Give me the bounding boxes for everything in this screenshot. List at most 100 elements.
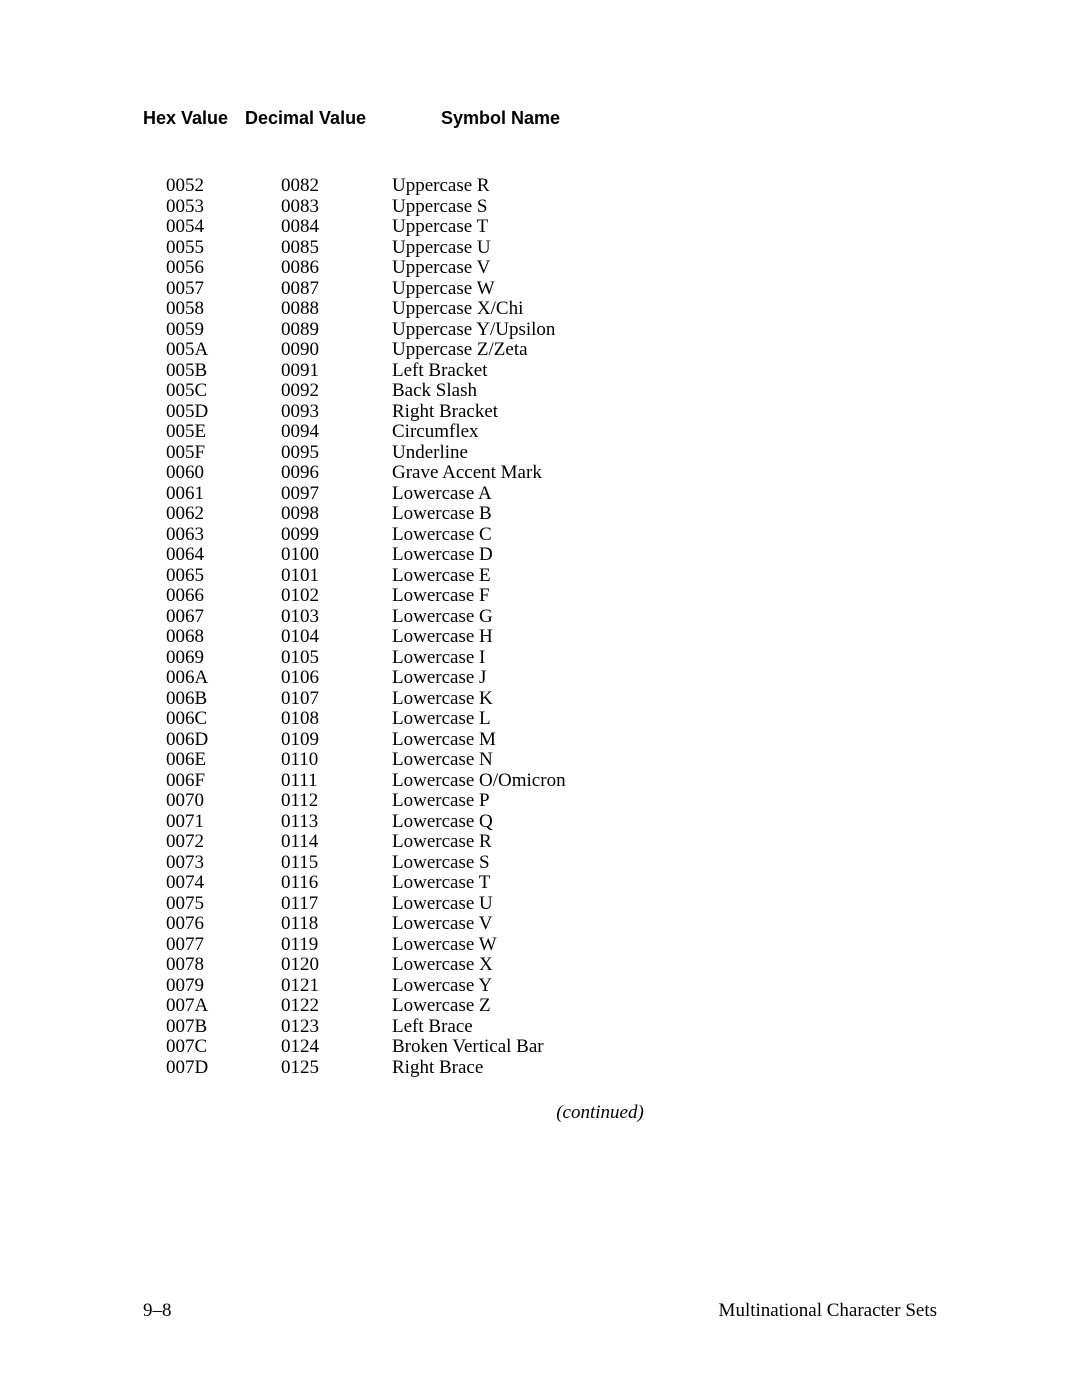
- cell-hex-value: 0067: [166, 607, 204, 628]
- cell-symbol-name: Lowercase C: [392, 525, 492, 546]
- cell-hex-value: 0054: [166, 217, 204, 238]
- table-row: 00690105Lowercase I: [143, 648, 937, 669]
- cell-symbol-name: Uppercase Y/Upsilon: [392, 320, 555, 341]
- table-row: 005B0091Left Bracket: [143, 361, 937, 382]
- cell-symbol-name: Lowercase B: [392, 504, 492, 525]
- table-row: 006C0108Lowercase L: [143, 709, 937, 730]
- cell-symbol-name: Lowercase T: [392, 873, 490, 894]
- table-row: 00560086Uppercase V: [143, 258, 937, 279]
- page-content: Hex Value Decimal Value Symbol Name 0052…: [143, 108, 937, 1124]
- table-row: 0064 0100 Lowercase D: [143, 545, 937, 566]
- cell-hex-value: 005A: [166, 340, 208, 361]
- character-table: 00520082Uppercase R00530083Uppercase S00…: [143, 176, 937, 1078]
- cell-decimal-value: 0094: [281, 422, 319, 443]
- table-row: 00610097Lowercase A: [143, 484, 937, 505]
- cell-hex-value: 0068: [166, 627, 204, 648]
- table-row: 007C0124Broken Vertical Bar: [143, 1037, 937, 1058]
- cell-symbol-name: Lowercase P: [392, 791, 490, 812]
- table-row: 00660102Lowercase F: [143, 586, 937, 607]
- cell-hex-value: 0075: [166, 894, 204, 915]
- cell-decimal-value: 0112: [281, 791, 318, 812]
- table-row: 00620098Lowercase B: [143, 504, 937, 525]
- cell-symbol-name: Lowercase V: [392, 914, 492, 935]
- cell-decimal-value: 0110: [281, 750, 318, 771]
- cell-decimal-value: 0108: [281, 709, 319, 730]
- cell-decimal-value: 0091: [281, 361, 319, 382]
- cell-hex-value: 005D: [166, 402, 208, 423]
- cell-decimal-value: 0084: [281, 217, 319, 238]
- table-row: 00570087Uppercase W: [143, 279, 937, 300]
- cell-symbol-name: Lowercase D: [392, 545, 493, 566]
- cell-hex-value: 0064: [166, 545, 204, 566]
- table-row: 006D0109Lowercase M: [143, 730, 937, 751]
- cell-hex-value: 006E: [166, 750, 206, 771]
- cell-decimal-value: 0097: [281, 484, 319, 505]
- cell-decimal-value: 0113: [281, 812, 318, 833]
- cell-decimal-value: 0099: [281, 525, 319, 546]
- cell-hex-value: 0058: [166, 299, 204, 320]
- table-row: 006B 0107 Lowercase K: [143, 689, 937, 710]
- cell-hex-value: 007A: [166, 996, 208, 1017]
- cell-decimal-value: 0107: [281, 689, 319, 710]
- table-row: 00760118Lowercase V: [143, 914, 937, 935]
- cell-symbol-name: Lowercase G: [392, 607, 493, 628]
- cell-hex-value: 0057: [166, 279, 204, 300]
- cell-symbol-name: Lowercase U: [392, 894, 493, 915]
- cell-decimal-value: 0111: [281, 771, 318, 792]
- cell-symbol-name: Underline: [392, 443, 468, 464]
- table-row: 005A0090Uppercase Z/Zeta: [143, 340, 937, 361]
- cell-symbol-name: Uppercase Z/Zeta: [392, 340, 528, 361]
- cell-hex-value: 006C: [166, 709, 207, 730]
- cell-hex-value: 0060: [166, 463, 204, 484]
- cell-decimal-value: 0103: [281, 607, 319, 628]
- cell-hex-value: 006D: [166, 730, 208, 751]
- table-row: 006E 0110 Lowercase N: [143, 750, 937, 771]
- table-row: 00580088Uppercase X/Chi: [143, 299, 937, 320]
- table-row: 005D0093Right Bracket: [143, 402, 937, 423]
- table-row: 00530083Uppercase S: [143, 197, 937, 218]
- table-row: 00780120Lowercase X: [143, 955, 937, 976]
- cell-decimal-value: 0101: [281, 566, 319, 587]
- cell-hex-value: 007B: [166, 1017, 207, 1038]
- cell-symbol-name: Lowercase W: [392, 935, 497, 956]
- table-row: 005F 0095 Underline: [143, 443, 937, 464]
- cell-symbol-name: Back Slash: [392, 381, 477, 402]
- table-row: 00540084Uppercase T: [143, 217, 937, 238]
- cell-symbol-name: Lowercase Q: [392, 812, 493, 833]
- cell-hex-value: 0072: [166, 832, 204, 853]
- cell-symbol-name: Left Brace: [392, 1017, 473, 1038]
- cell-decimal-value: 0093: [281, 402, 319, 423]
- table-row: 00590089Uppercase Y/Upsilon: [143, 320, 937, 341]
- cell-hex-value: 0077: [166, 935, 204, 956]
- cell-hex-value: 0070: [166, 791, 204, 812]
- cell-hex-value: 007C: [166, 1037, 207, 1058]
- cell-hex-value: 0056: [166, 258, 204, 279]
- cell-hex-value: 0079: [166, 976, 204, 997]
- cell-hex-value: 0066: [166, 586, 204, 607]
- table-row: 006A0106Lowercase J: [143, 668, 937, 689]
- cell-decimal-value: 0085: [281, 238, 319, 259]
- cell-hex-value: 0063: [166, 525, 204, 546]
- cell-hex-value: 006A: [166, 668, 208, 689]
- cell-symbol-name: Lowercase Z: [392, 996, 491, 1017]
- cell-hex-value: 0071: [166, 812, 204, 833]
- cell-symbol-name: Lowercase J: [392, 668, 486, 689]
- cell-hex-value: 0052: [166, 176, 204, 197]
- table-row: 0070 0112 Lowercase P: [143, 791, 937, 812]
- cell-decimal-value: 0105: [281, 648, 319, 669]
- footer-section-title: Multinational Character Sets: [719, 1300, 937, 1322]
- table-row: 00600096Grave Accent Mark: [143, 463, 937, 484]
- table-row: 005C0092Back Slash: [143, 381, 937, 402]
- cell-decimal-value: 0100: [281, 545, 319, 566]
- cell-decimal-value: 0095: [281, 443, 319, 464]
- header-hex-value: Hex Value: [143, 108, 228, 129]
- cell-hex-value: 005F: [166, 443, 205, 464]
- cell-symbol-name: Circumflex: [392, 422, 479, 443]
- cell-symbol-name: Lowercase K: [392, 689, 493, 710]
- table-row: 0071 0113 Lowercase Q: [143, 812, 937, 833]
- cell-decimal-value: 0109: [281, 730, 319, 751]
- cell-hex-value: 006B: [166, 689, 207, 710]
- cell-symbol-name: Lowercase N: [392, 750, 493, 771]
- cell-symbol-name: Lowercase R: [392, 832, 492, 853]
- cell-symbol-name: Uppercase V: [392, 258, 490, 279]
